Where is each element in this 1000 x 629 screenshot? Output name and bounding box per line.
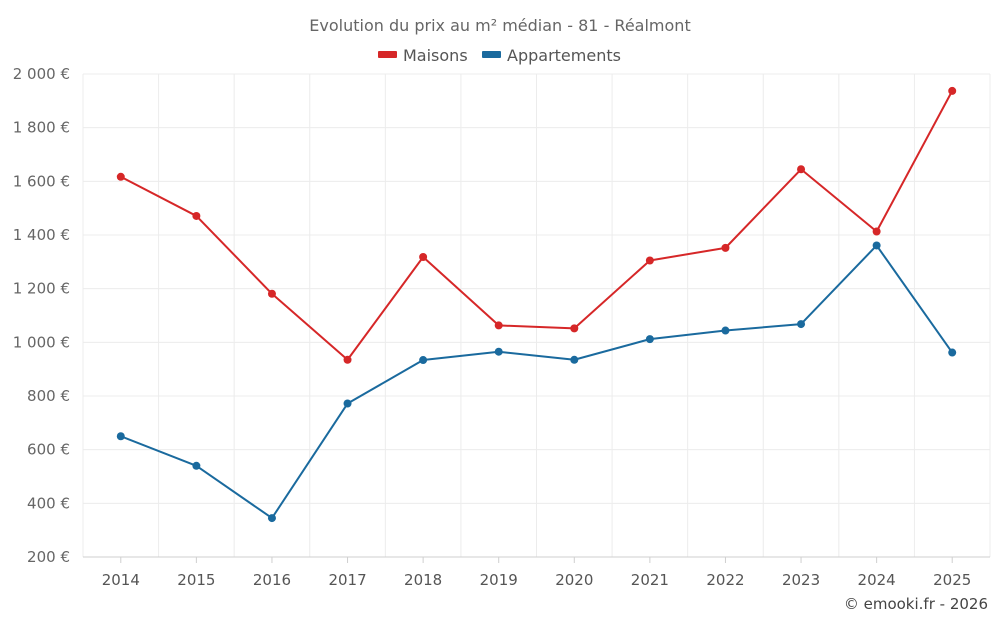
y-tick-label: 600 € [27, 441, 70, 459]
x-tick-label: 2017 [328, 571, 366, 589]
series-line-appartements [120, 244, 954, 520]
y-tick-label: 400 € [27, 494, 70, 512]
data-point-appartements[interactable] [419, 356, 428, 365]
legend-label-appartements[interactable]: Appartements [507, 46, 621, 65]
y-tick-label: 1 400 € [13, 226, 70, 244]
data-point-appartements[interactable] [267, 514, 276, 523]
data-point-appartements[interactable] [872, 241, 881, 250]
x-tick-label: 2020 [555, 571, 593, 589]
data-point-maisons[interactable] [797, 165, 806, 174]
data-point-appartements[interactable] [645, 335, 654, 344]
data-point-maisons[interactable] [192, 211, 201, 220]
y-tick-label: 200 € [27, 548, 70, 566]
data-point-appartements[interactable] [570, 355, 579, 364]
x-tick-label: 2024 [858, 571, 896, 589]
x-tick-label: 2019 [480, 571, 518, 589]
data-point-appartements[interactable] [721, 326, 730, 335]
data-point-appartements[interactable] [116, 432, 125, 441]
data-point-maisons[interactable] [494, 321, 503, 330]
chart-title: Evolution du prix au m² médian - 81 - Ré… [309, 16, 690, 35]
x-tick-label: 2022 [706, 571, 744, 589]
y-tick-label: 1 200 € [13, 280, 70, 298]
data-point-appartements[interactable] [797, 320, 806, 329]
y-tick-label: 1 800 € [13, 119, 70, 137]
data-point-maisons[interactable] [872, 227, 881, 236]
data-point-maisons[interactable] [721, 243, 730, 252]
legend-swatch-appartements[interactable] [482, 51, 501, 58]
data-point-maisons[interactable] [570, 324, 579, 333]
data-point-maisons[interactable] [343, 355, 352, 364]
credit-text: © emooki.fr - 2026 [844, 595, 988, 613]
x-tick-label: 2015 [177, 571, 215, 589]
data-point-maisons[interactable] [116, 172, 125, 181]
series-line-maisons [120, 90, 954, 361]
x-tick-label: 2023 [782, 571, 820, 589]
data-point-maisons[interactable] [645, 256, 654, 265]
data-point-maisons[interactable] [419, 253, 428, 262]
grid [82, 73, 991, 557]
x-tick-label: 2025 [933, 571, 971, 589]
x-tick-label: 2018 [404, 571, 442, 589]
data-point-appartements[interactable] [343, 399, 352, 408]
y-tick-label: 1 000 € [13, 333, 70, 351]
data-point-appartements[interactable] [192, 461, 201, 470]
x-tick-label: 2014 [102, 571, 140, 589]
x-tick-label: 2021 [631, 571, 669, 589]
series [116, 86, 957, 523]
data-point-maisons[interactable] [948, 86, 957, 95]
legend: Maisons Appartements [378, 46, 621, 65]
legend-label-maisons[interactable]: Maisons [403, 46, 468, 65]
data-point-maisons[interactable] [267, 289, 276, 298]
y-tick-label: 1 600 € [13, 172, 70, 190]
data-point-appartements[interactable] [948, 348, 957, 357]
x-tick-label: 2016 [253, 571, 291, 589]
y-tick-label: 2 000 € [13, 65, 70, 83]
data-point-appartements[interactable] [494, 347, 503, 356]
y-tick-label: 800 € [27, 387, 70, 405]
axes: 200 € 400 € 600 € 800 € 1 000 € 1 200 € 1 400 … [13, 65, 990, 589]
legend-swatch-maisons[interactable] [378, 51, 397, 58]
